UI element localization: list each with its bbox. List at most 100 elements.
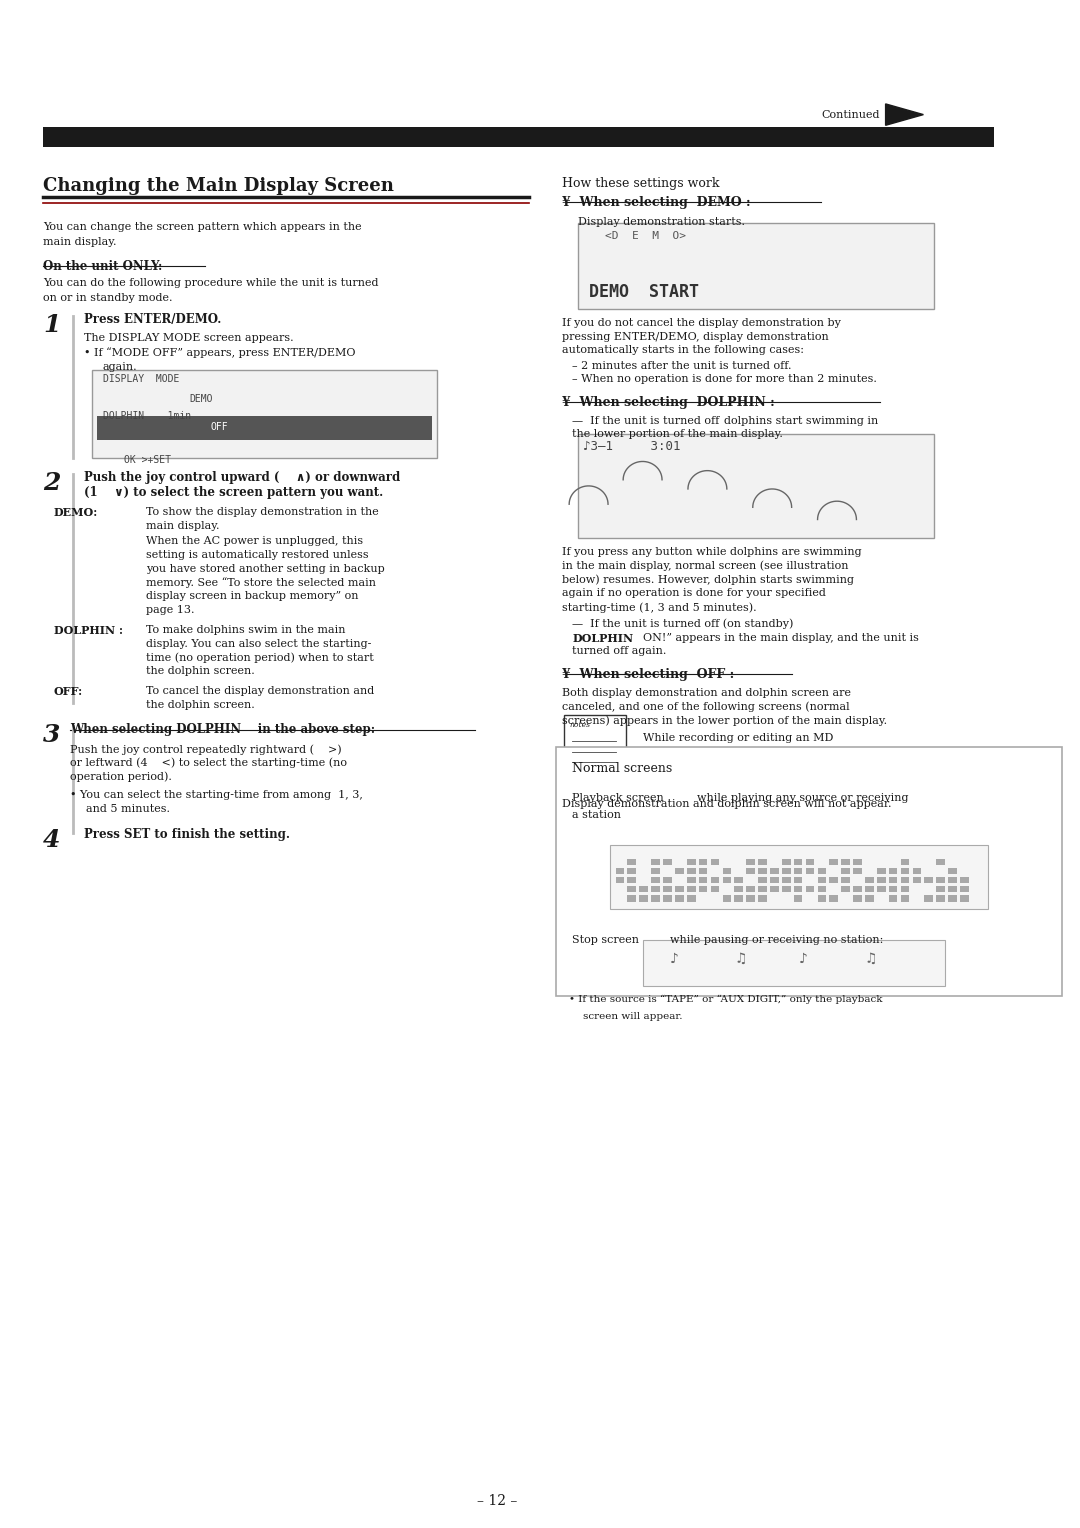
Text: When selecting DOLPHIN    in the above step:: When selecting DOLPHIN in the above step… bbox=[70, 723, 376, 736]
Bar bbox=[936, 877, 945, 883]
Text: display screen in backup memory” on: display screen in backup memory” on bbox=[146, 591, 359, 602]
Text: main display.: main display. bbox=[43, 237, 117, 248]
Text: DOLPHIN: DOLPHIN bbox=[572, 633, 634, 643]
Bar bbox=[818, 868, 826, 874]
Bar bbox=[889, 895, 897, 902]
Text: DEMO  START: DEMO START bbox=[589, 283, 699, 301]
Text: <D  E  M  O>: <D E M O> bbox=[605, 231, 686, 241]
Bar bbox=[711, 886, 719, 892]
Bar bbox=[675, 868, 684, 874]
Bar bbox=[663, 877, 672, 883]
Bar bbox=[711, 859, 719, 865]
Bar bbox=[699, 859, 707, 865]
Bar bbox=[556, 747, 1062, 996]
Text: the lower portion of the main display.: the lower portion of the main display. bbox=[572, 429, 783, 440]
Bar bbox=[936, 895, 945, 902]
Text: while playing any source or receiving: while playing any source or receiving bbox=[697, 793, 908, 804]
Text: pressing ENTER/DEMO, display demonstration: pressing ENTER/DEMO, display demonstrati… bbox=[562, 332, 828, 342]
Bar bbox=[877, 868, 886, 874]
Bar bbox=[913, 877, 921, 883]
Text: Display demonstration and dolphin screen will not appear.: Display demonstration and dolphin screen… bbox=[562, 799, 891, 810]
Text: ♪: ♪ bbox=[670, 952, 678, 966]
Bar bbox=[758, 895, 767, 902]
Bar bbox=[865, 877, 874, 883]
Bar bbox=[782, 886, 791, 892]
Bar bbox=[948, 895, 957, 902]
Bar bbox=[948, 877, 957, 883]
Bar bbox=[818, 895, 826, 902]
Bar bbox=[758, 859, 767, 865]
Bar bbox=[853, 895, 862, 902]
Bar bbox=[901, 895, 909, 902]
Text: When the AC power is unplugged, this: When the AC power is unplugged, this bbox=[146, 536, 363, 547]
Text: Display demonstration starts.: Display demonstration starts. bbox=[578, 217, 745, 228]
Text: —  If the unit is turned off: — If the unit is turned off bbox=[572, 416, 719, 426]
Text: DOLPHIN    1min: DOLPHIN 1min bbox=[103, 411, 191, 422]
Bar bbox=[936, 886, 945, 892]
Bar bbox=[616, 877, 624, 883]
Text: screen will appear.: screen will appear. bbox=[583, 1012, 683, 1021]
Text: canceled, and one of the following screens (normal: canceled, and one of the following scree… bbox=[562, 701, 849, 712]
Bar bbox=[663, 886, 672, 892]
Text: the dolphin screen.: the dolphin screen. bbox=[146, 666, 255, 677]
Bar bbox=[97, 416, 432, 440]
Text: time (no operation period) when to start: time (no operation period) when to start bbox=[146, 652, 374, 663]
Bar bbox=[627, 868, 636, 874]
Text: OFF:: OFF: bbox=[54, 686, 83, 697]
Text: – 2 minutes after the unit is turned off.: – 2 minutes after the unit is turned off… bbox=[572, 361, 792, 371]
Text: To show the display demonstration in the: To show the display demonstration in the bbox=[146, 507, 379, 518]
Bar bbox=[889, 886, 897, 892]
Text: or leftward (4    <) to select the starting-time (no: or leftward (4 <) to select the starting… bbox=[70, 758, 347, 769]
Bar bbox=[723, 868, 731, 874]
Text: (1    ∨) to select the screen pattern you want.: (1 ∨) to select the screen pattern you w… bbox=[84, 486, 383, 500]
Bar bbox=[663, 859, 672, 865]
Bar bbox=[734, 886, 743, 892]
Text: Continued: Continued bbox=[822, 110, 880, 119]
Text: automatically starts in the following cases:: automatically starts in the following ca… bbox=[562, 345, 804, 356]
Bar bbox=[627, 859, 636, 865]
Bar bbox=[675, 895, 684, 902]
Text: – 12 –: – 12 – bbox=[476, 1494, 517, 1508]
Bar bbox=[889, 868, 897, 874]
Text: 4: 4 bbox=[43, 828, 60, 853]
Bar bbox=[687, 877, 696, 883]
Bar bbox=[723, 895, 731, 902]
Bar bbox=[794, 859, 802, 865]
Bar bbox=[770, 877, 779, 883]
Bar bbox=[948, 886, 957, 892]
Bar bbox=[877, 886, 886, 892]
Bar bbox=[853, 868, 862, 874]
Text: dolphins start swimming in: dolphins start swimming in bbox=[724, 416, 878, 426]
Text: Push the joy control repeatedly rightward (    >): Push the joy control repeatedly rightwar… bbox=[70, 744, 346, 755]
Bar bbox=[651, 868, 660, 874]
Text: How these settings work: How these settings work bbox=[562, 177, 719, 191]
Text: while pausing or receiving no station:: while pausing or receiving no station: bbox=[670, 935, 883, 946]
Text: turned off again.: turned off again. bbox=[572, 646, 666, 657]
Text: You can change the screen pattern which appears in the: You can change the screen pattern which … bbox=[43, 222, 362, 232]
Bar bbox=[699, 868, 707, 874]
Bar bbox=[699, 877, 707, 883]
Bar bbox=[699, 886, 707, 892]
Text: If you do not cancel the display demonstration by: If you do not cancel the display demonst… bbox=[562, 318, 840, 329]
Text: • If the source is “TAPE” or “AUX DIGIT,” only the playback: • If the source is “TAPE” or “AUX DIGIT,… bbox=[569, 995, 882, 1004]
Text: operation period).: operation period). bbox=[70, 772, 172, 782]
Bar bbox=[770, 868, 779, 874]
Bar bbox=[92, 370, 437, 458]
Polygon shape bbox=[886, 104, 923, 125]
Text: 3: 3 bbox=[43, 723, 60, 747]
Bar bbox=[960, 895, 969, 902]
Bar bbox=[806, 868, 814, 874]
Bar bbox=[627, 877, 636, 883]
Text: – When no operation is done for more than 2 minutes.: – When no operation is done for more tha… bbox=[572, 374, 877, 385]
Text: starting-time (1, 3 and 5 minutes).: starting-time (1, 3 and 5 minutes). bbox=[562, 602, 756, 613]
Bar bbox=[723, 877, 731, 883]
Bar bbox=[901, 886, 909, 892]
Text: memory. See “To store the selected main: memory. See “To store the selected main bbox=[146, 578, 376, 588]
Text: To make dolphins swim in the main: To make dolphins swim in the main bbox=[146, 625, 346, 636]
Bar bbox=[651, 886, 660, 892]
Text: display. You can also select the starting-: display. You can also select the startin… bbox=[146, 639, 372, 649]
Bar bbox=[853, 886, 862, 892]
Bar bbox=[794, 877, 802, 883]
Bar bbox=[746, 895, 755, 902]
Bar bbox=[663, 895, 672, 902]
